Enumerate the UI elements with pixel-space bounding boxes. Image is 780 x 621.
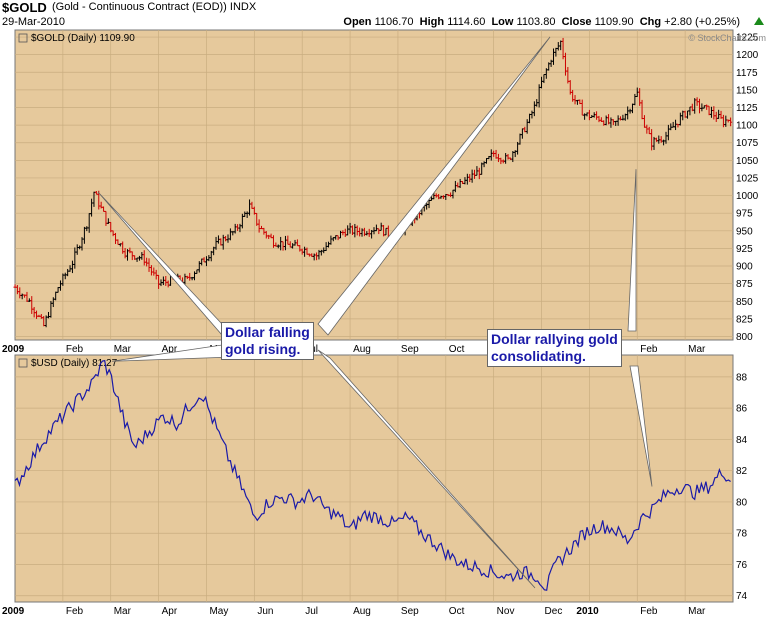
close-label: Close [561, 16, 592, 28]
y-tick-label: 900 [736, 262, 753, 273]
x-tick-label: Aug [353, 344, 371, 355]
y-tick-label: 78 [736, 529, 748, 540]
y-tick-label: 82 [736, 466, 748, 477]
y-tick-label: 875 [736, 279, 753, 290]
close-value: 1109.90 [594, 16, 634, 28]
callout-left-line-1: Dollar falling [225, 324, 310, 340]
y-tick-label: 86 [736, 404, 748, 415]
y-tick-label: 1175 [736, 68, 758, 79]
x-tick-label: Mar [688, 344, 706, 355]
x-tick-label: Mar [688, 606, 706, 617]
y-tick-label: 1125 [736, 103, 758, 114]
x-tick-label: Oct [449, 344, 465, 355]
x-tick-label: Aug [353, 606, 371, 617]
callout-right-line-2: consolidating. [491, 348, 586, 364]
x-tick-label: Sep [401, 606, 419, 617]
quote-date: 29-Mar-2010 [2, 16, 65, 28]
y-tick-label: 1000 [736, 191, 759, 202]
series-legend: $GOLD (Daily) 1109.90 [31, 33, 135, 44]
callout-left-line-2: gold rising. [225, 341, 301, 357]
high-value: 1114.60 [447, 16, 486, 28]
y-tick-label: 84 [736, 435, 748, 446]
legend-check-icon [18, 358, 28, 368]
low-value: 1103.80 [516, 16, 556, 28]
x-tick-label: 2009 [2, 606, 25, 617]
x-tick-label: Feb [640, 344, 658, 355]
callout-dollar-falling: Dollar falling gold rising. [221, 322, 314, 360]
plot-area [14, 29, 734, 341]
y-tick-label: 1025 [736, 173, 759, 184]
chg-label: Chg [639, 16, 662, 28]
callout-leader [629, 365, 653, 487]
low-label: Low [491, 16, 514, 28]
x-tick-label: Apr [162, 606, 178, 617]
y-tick-label: 1150 [736, 85, 758, 96]
y-tick-label: 1100 [736, 121, 758, 132]
y-tick-label: 950 [736, 226, 753, 237]
y-tick-label: 76 [736, 560, 748, 571]
x-tick-label: Oct [449, 606, 465, 617]
high-label: High [419, 16, 445, 28]
chart-header: $GOLD (Gold - Continuous Contract (EOD))… [0, 0, 780, 32]
x-tick-label: Mar [114, 606, 132, 617]
y-tick-label: 88 [736, 372, 748, 383]
callout-leader [627, 169, 637, 332]
callout-right-line-1: Dollar rallying gold [491, 331, 618, 347]
up-arrow-icon [754, 17, 764, 25]
x-tick-label: Jun [257, 606, 273, 617]
symbol-description: (Gold - Continuous Contract (EOD)) INDX [52, 1, 257, 13]
x-tick-label: Jul [305, 606, 318, 617]
plot-area [14, 354, 734, 603]
gold-panel: 800 825 850 875 900 925 950 975 1000 1025 1050 1075… [2, 29, 759, 355]
open-value: 1106.70 [374, 16, 414, 28]
y-tick-label: 975 [736, 209, 753, 220]
x-tick-label: Sep [401, 344, 419, 355]
open-label: Open [343, 16, 372, 28]
x-tick-label: Feb [66, 344, 84, 355]
chg-value: +2.80 (+0.25%) [664, 16, 740, 28]
x-tick-label: May [209, 606, 228, 617]
x-tick-label: 2009 [2, 344, 25, 355]
y-tick-label: 1050 [736, 156, 759, 167]
y-tick-label: 1225 [736, 33, 759, 44]
y-tick-label: 1075 [736, 138, 759, 149]
y-tick-label: 74 [736, 591, 748, 602]
stockcharts-credit: © StockCharts.com [688, 33, 766, 43]
usd-line [14, 359, 731, 591]
x-tick-label: Feb [640, 606, 658, 617]
x-tick-label: Mar [114, 344, 132, 355]
quote-summary: Open 1106.70 High 1114.60 Low 1103.80 Cl… [343, 16, 740, 28]
y-tick-label: 850 [736, 297, 753, 308]
y-tick-label: 925 [736, 244, 753, 255]
y-tick-label: 800 [736, 332, 753, 343]
callout-dollar-rallying: Dollar rallying gold consolidating. [487, 329, 622, 367]
x-tick-label: Apr [162, 344, 178, 355]
legend-check-icon [18, 33, 28, 43]
x-tick-label: Feb [66, 606, 84, 617]
y-tick-label: 80 [736, 497, 748, 508]
symbol-title: $GOLD [2, 0, 47, 15]
callout-leader [317, 349, 536, 589]
annotation-lines [97, 36, 653, 589]
x-tick-label: 2010 [576, 606, 599, 617]
usd-panel: 74 76 78 80 82 84 86 88 2009 Feb Mar Apr May Jun Jul Au… [2, 354, 748, 617]
y-tick-label: 825 [736, 314, 753, 325]
x-tick-label: Dec [545, 606, 563, 617]
x-tick-label: Nov [497, 606, 515, 617]
y-tick-label: 1200 [736, 50, 759, 61]
series-legend: $USD (Daily) 81.27 [31, 358, 118, 369]
callout-leader [317, 36, 551, 336]
